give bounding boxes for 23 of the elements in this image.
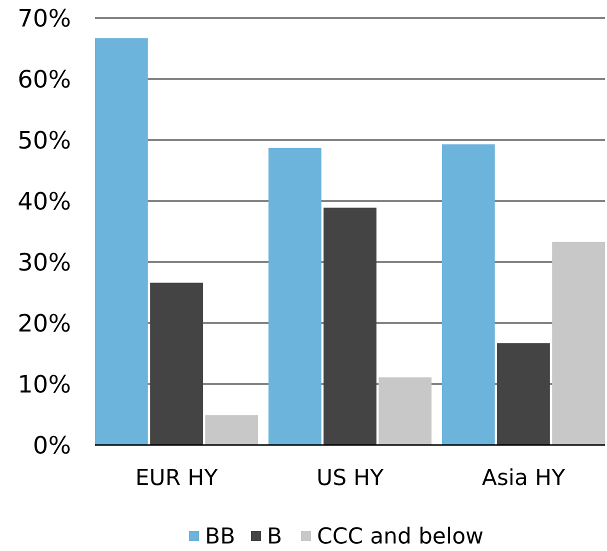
- y-tick-label: 10%: [18, 370, 71, 398]
- bar: [324, 208, 376, 445]
- x-tick-label: EUR HY: [135, 466, 218, 491]
- y-tick-label: 0%: [32, 431, 71, 460]
- y-tick-label: 70%: [18, 4, 71, 32]
- bar: [378, 377, 432, 445]
- y-tick-label: 40%: [18, 187, 71, 216]
- bar: [150, 282, 203, 445]
- bar: [552, 242, 605, 445]
- legend-label: CCC and below: [317, 524, 484, 550]
- bar: [268, 148, 322, 445]
- y-tick-label: 30%: [18, 248, 71, 276]
- x-tick-label: US HY: [316, 466, 384, 491]
- legend-label: B: [267, 524, 282, 550]
- bar: [442, 144, 495, 445]
- bar: [205, 415, 258, 445]
- bar: [497, 343, 550, 445]
- bar: [95, 38, 148, 445]
- y-tick-label: 50%: [18, 126, 71, 154]
- y-tick-label: 20%: [18, 309, 71, 338]
- legend-label: BB: [205, 524, 236, 550]
- x-tick-label: Asia HY: [482, 466, 566, 491]
- y-tick-label: 60%: [18, 65, 71, 94]
